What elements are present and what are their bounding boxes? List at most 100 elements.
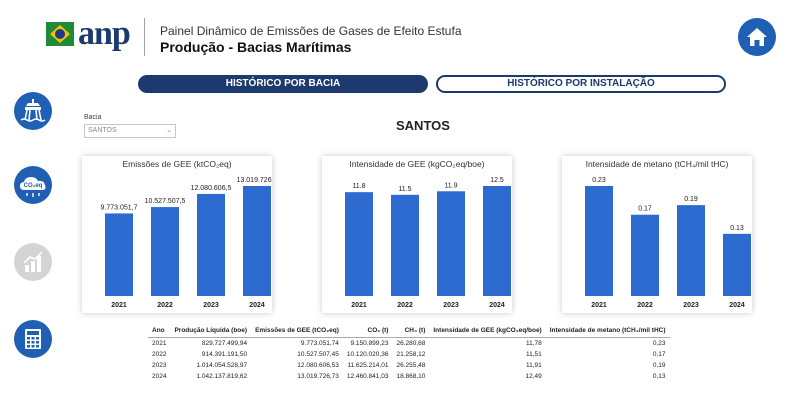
data-label: 0.19 <box>684 196 698 203</box>
calculator-table-icon <box>25 329 41 349</box>
bacia-select[interactable]: SANTOS ⌄ <box>84 124 176 138</box>
chart-title: Emissões de GEE (ktCO₂eq) <box>122 159 232 169</box>
chart-card-intensidade-gee: Intensidade de GEE (kgCO₂eq/boe) 11.8 202… <box>322 156 512 313</box>
x-tick-label: 2021 <box>591 302 607 309</box>
cell: 2023 <box>152 362 167 369</box>
cell: 12.460.841,03 <box>346 373 389 380</box>
bacia-select-value: SANTOS <box>88 127 117 134</box>
cell: 12.080.606,53 <box>297 362 339 369</box>
cell: 13.019.726,73 <box>297 373 339 380</box>
cell: 1.014.054.528,97 <box>196 362 248 369</box>
chart-intensidade-metano: 0.23 2021 0.17 2022 0.19 2023 0.13 2024 <box>585 177 751 309</box>
chart-title: Intensidade de metano (tCH₄/mil tHC) <box>585 159 729 169</box>
cell: 26.255,48 <box>396 362 426 369</box>
data-label: 0.17 <box>638 206 652 213</box>
anp-logo: anp <box>46 17 131 51</box>
x-tick-label: 2021 <box>111 302 127 309</box>
chevron-down-icon: ⌄ <box>166 127 172 134</box>
tab-historico-por-bacia[interactable]: HISTÓRICO POR BACIA <box>138 75 428 93</box>
cell: 2024 <box>152 373 167 380</box>
data-label: 11.8 <box>352 183 365 190</box>
chart-card-intensidade-metano: Intensidade de metano (tCH₄/mil tHC) 0.2… <box>562 156 752 313</box>
cell: 10.527.507,45 <box>297 351 339 358</box>
x-tick-label: 2024 <box>249 302 265 309</box>
cell: 21.258,12 <box>396 351 426 358</box>
cell: 12,49 <box>525 373 542 380</box>
x-tick-label: 2022 <box>637 302 653 309</box>
co2eq-cloud-icon: CO₂eq <box>20 177 46 197</box>
co2eq-icon-label: CO₂eq <box>24 183 43 189</box>
home-button[interactable] <box>738 18 776 56</box>
cell: 9.773.051,74 <box>300 340 339 347</box>
table-row: 2023 1.014.054.528,97 12.080.606,53 11.6… <box>148 360 670 371</box>
bar-2023[interactable] <box>677 205 705 296</box>
header-intensidade-gee[interactable]: Intensidade de GEE (kgCO₂eq/boe) <box>429 323 546 338</box>
bar-2022[interactable] <box>631 214 659 296</box>
bar-2021[interactable] <box>105 213 133 296</box>
data-table: Ano Produção Líquida (boe) Emissões de G… <box>148 323 670 382</box>
cell: 2022 <box>152 351 167 358</box>
cell: 2021 <box>152 340 167 347</box>
data-label: 12.5 <box>490 177 504 184</box>
sidebar-chart-button[interactable] <box>14 243 52 281</box>
cell: 914.391.191,50 <box>201 351 248 358</box>
bar-2022[interactable] <box>391 194 419 296</box>
x-tick-label: 2024 <box>729 302 745 309</box>
bar-2024[interactable] <box>483 186 511 296</box>
x-tick-label: 2024 <box>489 302 505 309</box>
offshore-platform-icon <box>20 99 46 122</box>
header: anp Painel Dinâmico de Emissões de Gases… <box>0 0 800 66</box>
cell: 11,91 <box>525 362 542 369</box>
bar-2023[interactable] <box>197 193 225 296</box>
cell: 26.280,68 <box>396 340 426 347</box>
data-label: 12.080.606,5 <box>191 185 232 192</box>
page-title: Produção - Bacias Marítimas <box>160 39 352 55</box>
chart-title: Intensidade de GEE (kgCO₂eq/boe) <box>349 159 485 169</box>
table-header-row: Ano Produção Líquida (boe) Emissões de G… <box>148 323 670 338</box>
cell: 9.150.899,23 <box>350 340 389 347</box>
data-label: 13.019.726,7 <box>237 177 272 184</box>
sidebar-table-button[interactable] <box>14 320 52 358</box>
header-ch4[interactable]: CH₄ (t) <box>392 323 430 338</box>
cell: 829.727.499,94 <box>201 340 248 347</box>
x-tick-label: 2021 <box>351 302 367 309</box>
x-tick-label: 2023 <box>683 302 699 309</box>
data-label: 0.23 <box>592 177 606 184</box>
header-co2[interactable]: CO₂ (t) <box>342 323 393 338</box>
cell: 11.625.214,01 <box>347 362 389 369</box>
cell: 11,51 <box>525 351 542 358</box>
cell: 18.868,10 <box>396 373 426 380</box>
header-divider <box>144 18 145 56</box>
data-label: 10.527.507,5 <box>145 198 186 205</box>
bar-2024[interactable] <box>723 233 751 296</box>
data-label: 9.773.051,7 <box>101 204 138 211</box>
bar-2022[interactable] <box>151 207 179 296</box>
header-intensidade-metano[interactable]: Intensidade de metano (tCH₄/mil tHC) <box>545 323 670 338</box>
header-emissoes[interactable]: Emissões de GEE (tCO₂eq) <box>251 323 343 338</box>
cell: 0,17 <box>652 351 666 358</box>
bar-2021[interactable] <box>585 186 613 296</box>
basin-title: SANTOS <box>396 118 450 133</box>
tab-historico-por-instalacao[interactable]: HISTÓRICO POR INSTALAÇÃO <box>436 75 726 93</box>
sidebar-platform-button[interactable] <box>14 92 52 130</box>
sidebar-emissions-button[interactable]: CO₂eq <box>14 166 52 204</box>
bar-2023[interactable] <box>437 191 465 296</box>
cell: 1.042.137.819,62 <box>196 373 248 380</box>
chart-emissoes: 9.773.051,7 2021 10.527.507,5 2022 12.080.60… <box>101 177 272 309</box>
dashboard-title: Painel Dinâmico de Emissões de Gases de … <box>160 24 462 38</box>
chart-card-emissoes: Emissões de GEE (ktCO₂eq) 9.773.051,7 202… <box>82 156 272 313</box>
x-tick-label: 2022 <box>397 302 413 309</box>
brazil-flag-icon <box>46 22 74 46</box>
cell: 10.120.020,36 <box>346 351 389 358</box>
table-row: 2024 1.042.137.819,62 13.019.726,73 12.4… <box>148 371 670 382</box>
header-producao[interactable]: Produção Líquida (boe) <box>170 323 252 338</box>
table-row: 2021 829.727.499,94 9.773.051,74 9.150.8… <box>148 338 670 350</box>
cell: 0,19 <box>652 362 666 369</box>
home-icon <box>747 28 767 46</box>
header-ano[interactable]: Ano <box>148 323 171 338</box>
bar-2024[interactable] <box>243 186 271 296</box>
chart-intensidade-gee: 11.8 2021 11.5 2022 11.9 2023 12.5 2024 <box>345 177 511 309</box>
x-tick-label: 2022 <box>157 302 173 309</box>
table-row: 2022 914.391.191,50 10.527.507,45 10.120… <box>148 349 670 360</box>
bar-2021[interactable] <box>345 192 373 296</box>
